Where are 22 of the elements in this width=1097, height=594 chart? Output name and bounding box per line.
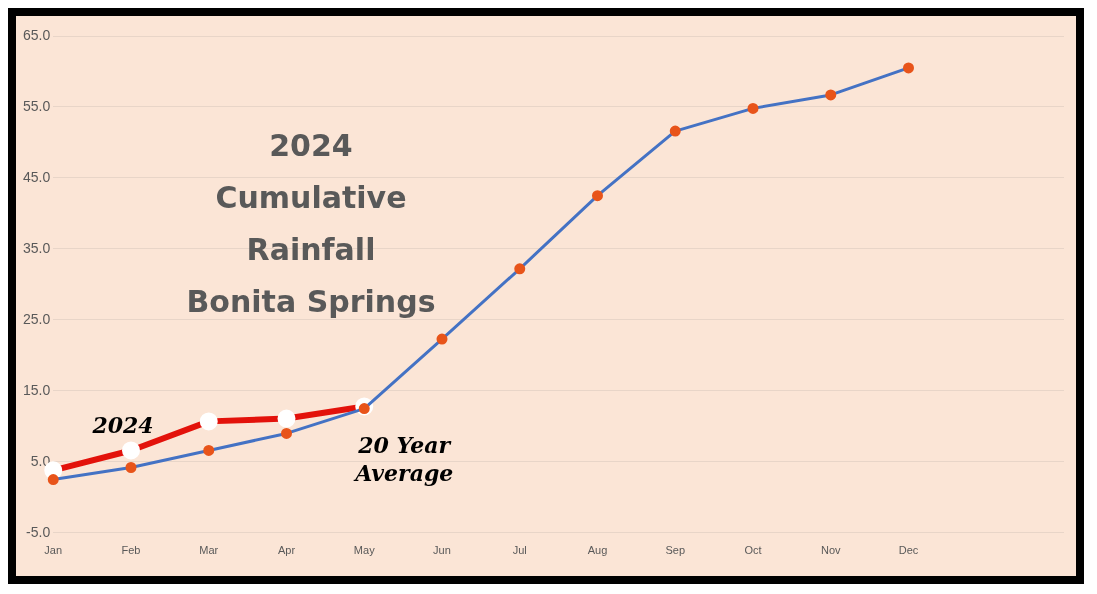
x-tick-label: Jan xyxy=(44,544,63,557)
text: 2024 Cumulative Rainfall Bonita Springs xyxy=(186,127,436,319)
x-tick-label: Dec xyxy=(898,544,919,557)
x-tick-label: Nov xyxy=(820,544,842,557)
x-tick-label: May xyxy=(353,544,376,557)
x-tick-label: Aug xyxy=(587,544,608,557)
x-tick-label: Mar xyxy=(199,544,219,557)
y-tick-label: -5.0 xyxy=(26,523,51,540)
x-tick-label: Jun xyxy=(433,544,451,557)
y-tick-label: 55.0 xyxy=(23,97,51,114)
x-tick-label: Jul xyxy=(512,544,527,557)
x-tick-label: Sep xyxy=(665,544,686,557)
series-label: 2024 xyxy=(91,412,154,439)
y-tick-label: 65.0 xyxy=(23,26,51,43)
x-tick-label: Apr xyxy=(277,544,296,557)
y-tick-label: 25.0 xyxy=(23,310,51,327)
y-tick-label: 15.0 xyxy=(23,381,51,398)
series-label: 20 Year Average xyxy=(353,432,454,487)
y-tick-label: 45.0 xyxy=(23,168,51,185)
y-tick-label: 35.0 xyxy=(23,239,51,256)
x-tick-label: Oct xyxy=(744,544,762,557)
x-tick-label: Feb xyxy=(121,544,141,557)
